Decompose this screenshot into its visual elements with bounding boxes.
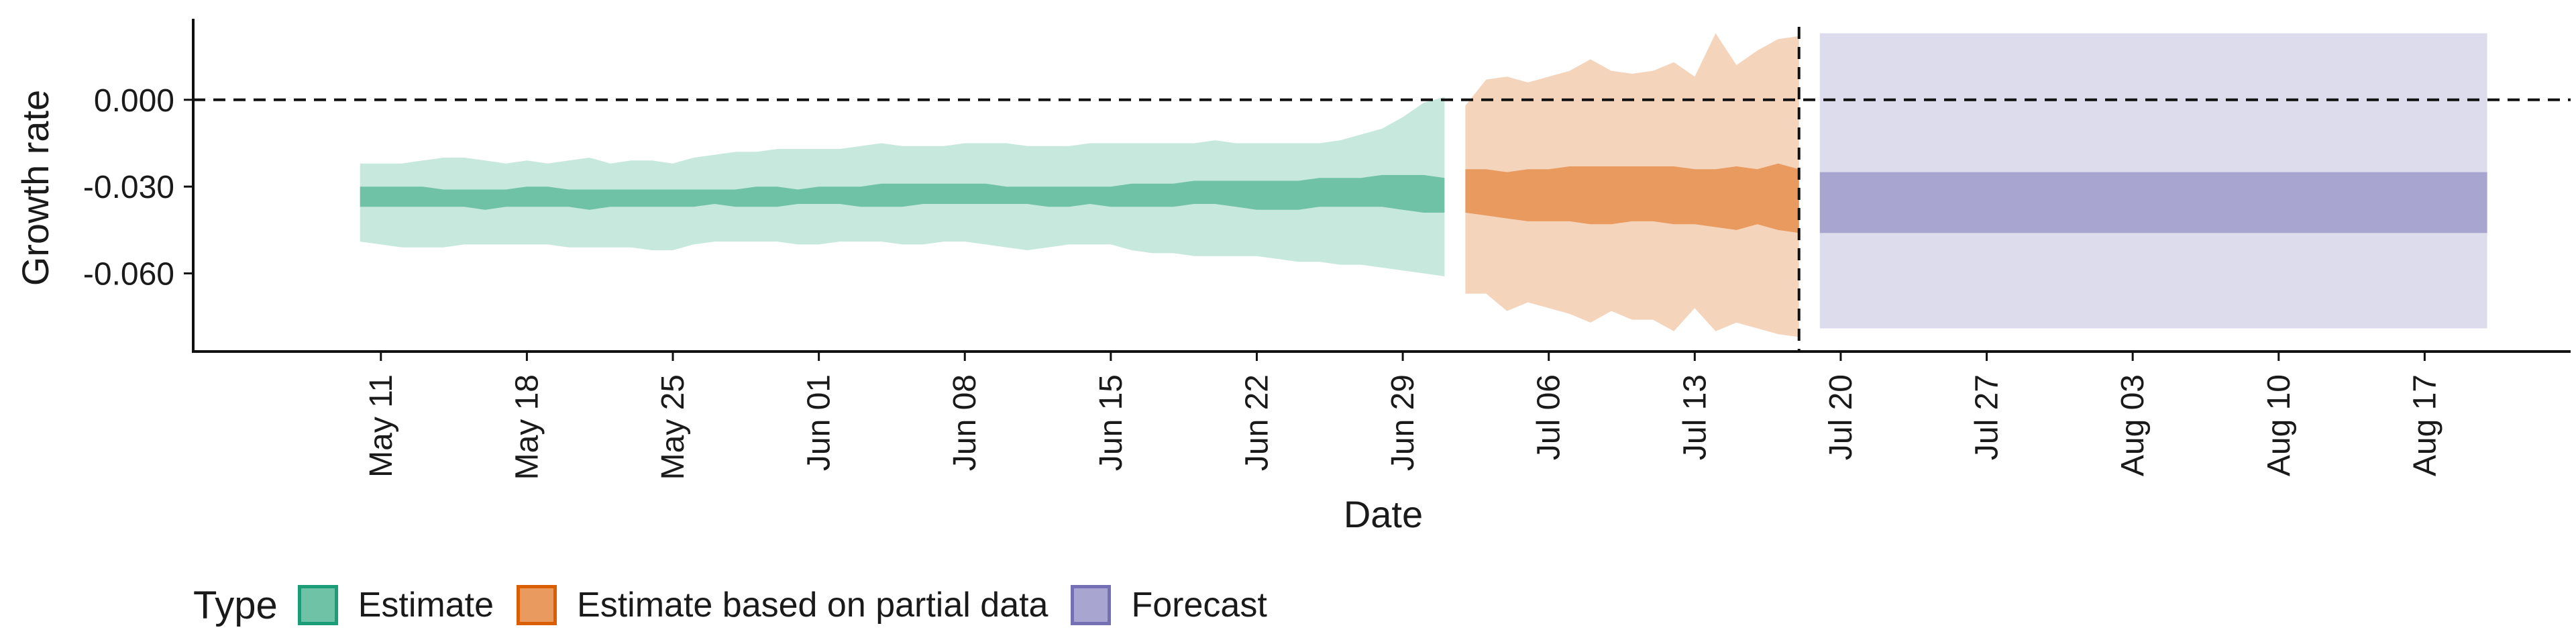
x-tick-label: Aug 10: [2261, 374, 2297, 476]
y-axis-label: Growth rate: [14, 90, 56, 286]
legend-item-forecast: Forecast: [1071, 585, 1267, 625]
x-tick-label: Aug 17: [2407, 374, 2443, 476]
bands-layer: [360, 33, 2487, 337]
legend-item-partial: Estimate based on partial data: [517, 585, 1048, 625]
legend-label-partial: Estimate based on partial data: [577, 586, 1049, 625]
legend-swatch-partial: [517, 585, 557, 625]
legend: Type Estimate Estimate based on partial …: [193, 576, 1290, 635]
legend-item-estimate: Estimate: [297, 585, 494, 625]
legend-swatch-estimate: [297, 585, 338, 625]
legend-label-forecast: Forecast: [1131, 586, 1267, 625]
reference-lines: [193, 27, 2571, 352]
x-tick-label: Jun 01: [802, 374, 837, 471]
x-axis-label: Date: [1344, 493, 1423, 535]
chart-svg: 0.000 -0.030 -0.060 May 11 May 18 May 25 Jun 0…: [14, 19, 2571, 535]
x-tick-label: Jun 29: [1385, 374, 1421, 471]
x-tick-label: May 11: [364, 374, 399, 478]
axes: 0.000 -0.030 -0.060 May 11 May 18 May 25 Jun 0…: [83, 19, 2571, 480]
x-tick-label: Jul 20: [1823, 374, 1859, 460]
x-tick-label: Aug 03: [2115, 374, 2151, 476]
x-tick-label: Jul 27: [1970, 374, 2005, 460]
x-tick-label: Jun 22: [1239, 374, 1275, 471]
y-tick-label: 0.000: [94, 83, 174, 119]
band-inner-estimate: [360, 174, 1445, 213]
x-tick-label: Jun 15: [1093, 374, 1129, 471]
y-tick-label: -0.060: [83, 257, 174, 292]
x-tick-label: Jul 06: [1532, 374, 1567, 460]
x-tick-label: May 18: [509, 374, 545, 480]
band-inner-forecast: [1819, 172, 2487, 233]
x-tick-label: Jul 13: [1677, 374, 1713, 460]
y-tick-label: -0.030: [83, 170, 174, 205]
legend-swatch-forecast: [1071, 585, 1112, 625]
x-tick-label: Jun 08: [947, 374, 983, 471]
band-inner-partial: [1465, 163, 1799, 233]
legend-label-estimate: Estimate: [358, 586, 494, 625]
x-tick-label: May 25: [655, 374, 691, 480]
legend-title: Type: [193, 583, 278, 627]
